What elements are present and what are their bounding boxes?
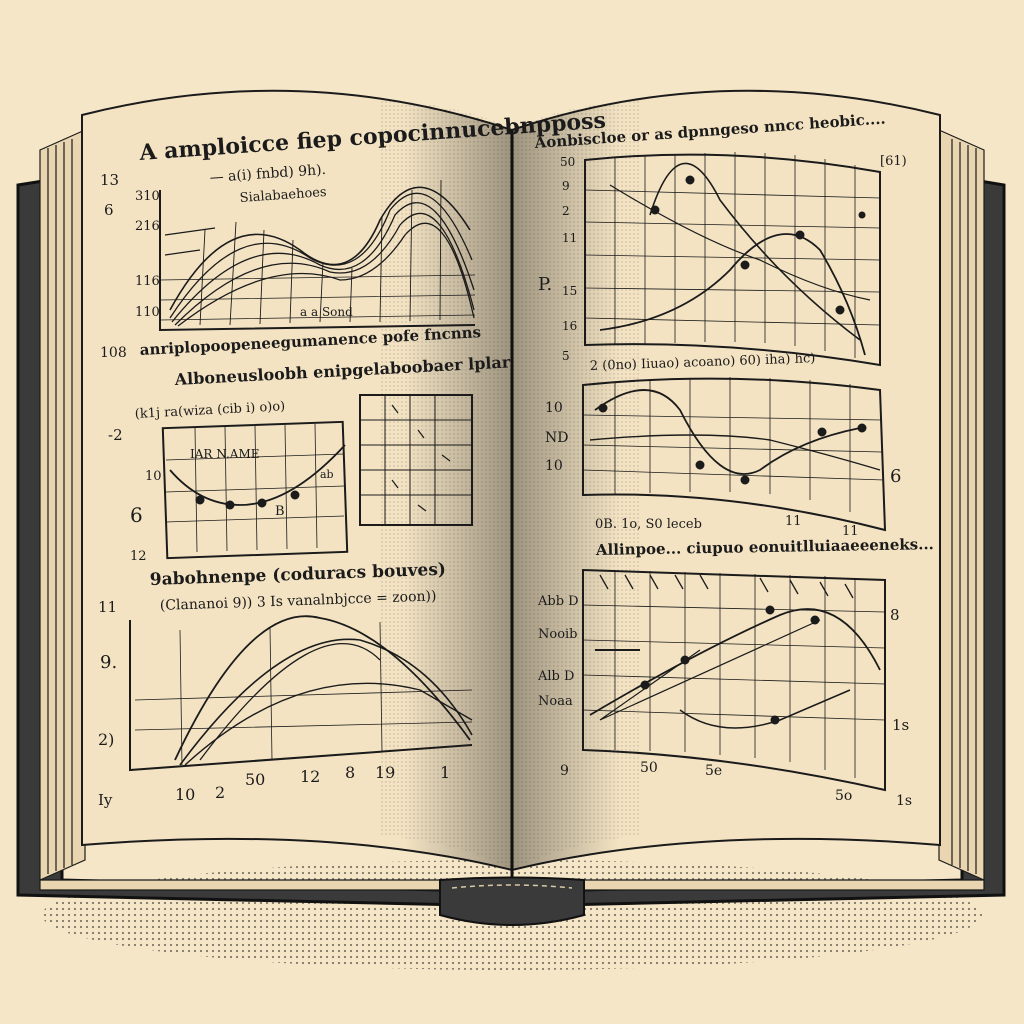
right-mid-x-number-2: 11 bbox=[842, 524, 859, 539]
left-bottom-side-number-1: 11 bbox=[98, 598, 117, 616]
left-top-tick-2: 216 bbox=[135, 219, 160, 234]
left-top-side-number-1: 13 bbox=[100, 171, 119, 189]
left-bottom-chart bbox=[129, 615, 473, 772]
right-top-side-number-8: 5 bbox=[562, 349, 570, 363]
right-top-side-number-1: 50 bbox=[560, 155, 575, 169]
left-bottom-x-tick-2: 2 bbox=[215, 783, 225, 802]
left-mid-label-2: ab bbox=[320, 468, 334, 481]
right-top-chart bbox=[584, 152, 881, 367]
right-top-side-number-6: 15 bbox=[562, 284, 577, 298]
left-bottom-side-number-4: Iy bbox=[98, 791, 113, 809]
left-top-tick-3: 116 bbox=[135, 274, 160, 289]
left-mid-tick-1: 10 bbox=[145, 469, 162, 484]
right-top-side-number-2: 9 bbox=[562, 179, 570, 193]
left-bottom-x-tick-6: 19 bbox=[375, 763, 395, 782]
left-mid-tick-2: 6 bbox=[130, 503, 143, 527]
right-bottom-x-tick-3: 5o bbox=[835, 788, 852, 804]
right-top-side-number-7: 16 bbox=[562, 319, 577, 333]
right-bottom-side-number-2: Nooib bbox=[538, 627, 578, 642]
right-top-right-number: [61) bbox=[880, 154, 907, 169]
right-bottom-side-number-3: Alb D bbox=[537, 669, 574, 684]
left-bottom-x-tick-5: 8 bbox=[345, 763, 355, 782]
right-bottom-right-number-2: 1s bbox=[892, 716, 909, 734]
right-mid-right-number: 6 bbox=[890, 466, 901, 487]
left-top-side-number-2: 6 bbox=[104, 201, 114, 219]
right-bottom-x-tick-2: 5e bbox=[705, 763, 722, 779]
right-top-side-number-3: 2 bbox=[562, 204, 570, 218]
right-mid-side-number-3: 10 bbox=[545, 458, 563, 474]
left-bottom-side-number-3: 2) bbox=[98, 730, 114, 749]
left-top-side-number-3: 108 bbox=[100, 345, 127, 361]
left-top-chart bbox=[159, 179, 476, 332]
left-mid-label-3: B bbox=[275, 504, 285, 519]
right-top-side-number-4: 11 bbox=[562, 231, 577, 245]
left-mid-label-1: IAR N.AME bbox=[190, 447, 260, 461]
left-mid-chart bbox=[161, 420, 349, 560]
right-bottom-side-number-4: Noaa bbox=[538, 694, 573, 709]
left-top-tick-1: 310 bbox=[135, 189, 160, 204]
right-top-side-number-5: P. bbox=[538, 274, 552, 295]
left-mid-table bbox=[359, 394, 473, 526]
left-bottom-x-tick-7: 1 bbox=[440, 763, 450, 782]
left-top-center-label: a a Sond bbox=[300, 305, 353, 319]
left-mid-side-number-1: -2 bbox=[108, 426, 123, 444]
left-bottom-x-tick-1: 10 bbox=[175, 785, 195, 804]
left-mid-side-number-2: 12 bbox=[130, 549, 147, 564]
left-top-tick-4: 110 bbox=[135, 305, 160, 320]
right-bottom-x-tick-1: 50 bbox=[640, 760, 658, 776]
left-bottom-side-number-2: 9. bbox=[100, 652, 117, 673]
left-top-subtitle-b: Sialabaehoes bbox=[239, 185, 327, 206]
page-stack-left bbox=[39, 129, 513, 907]
right-bottom-chart bbox=[582, 568, 886, 792]
left-bottom-x-tick-3: 50 bbox=[245, 770, 265, 789]
left-bottom-x-tick-4: 12 bbox=[300, 767, 320, 786]
right-bottom-side-number-5: 9 bbox=[560, 763, 569, 779]
right-bottom-corner: 1s bbox=[896, 793, 912, 809]
right-mid-side-number-2: ND bbox=[545, 430, 568, 446]
right-mid-x-number-1: 11 bbox=[785, 514, 802, 529]
right-mid-chart bbox=[582, 377, 887, 532]
right-caption-2: Allinpoe... ciupuo eonuitlluiaaeeeneks..… bbox=[595, 535, 934, 559]
bookmark-ribbon bbox=[439, 876, 585, 926]
right-bottom-right-number-1: 8 bbox=[890, 606, 900, 624]
right-mid-x-caption: 0B. 1o, S0 leceb bbox=[595, 517, 702, 532]
right-bottom-side-number-1: Abb D bbox=[537, 594, 579, 609]
right-mid-side-number-1: 10 bbox=[545, 400, 563, 416]
